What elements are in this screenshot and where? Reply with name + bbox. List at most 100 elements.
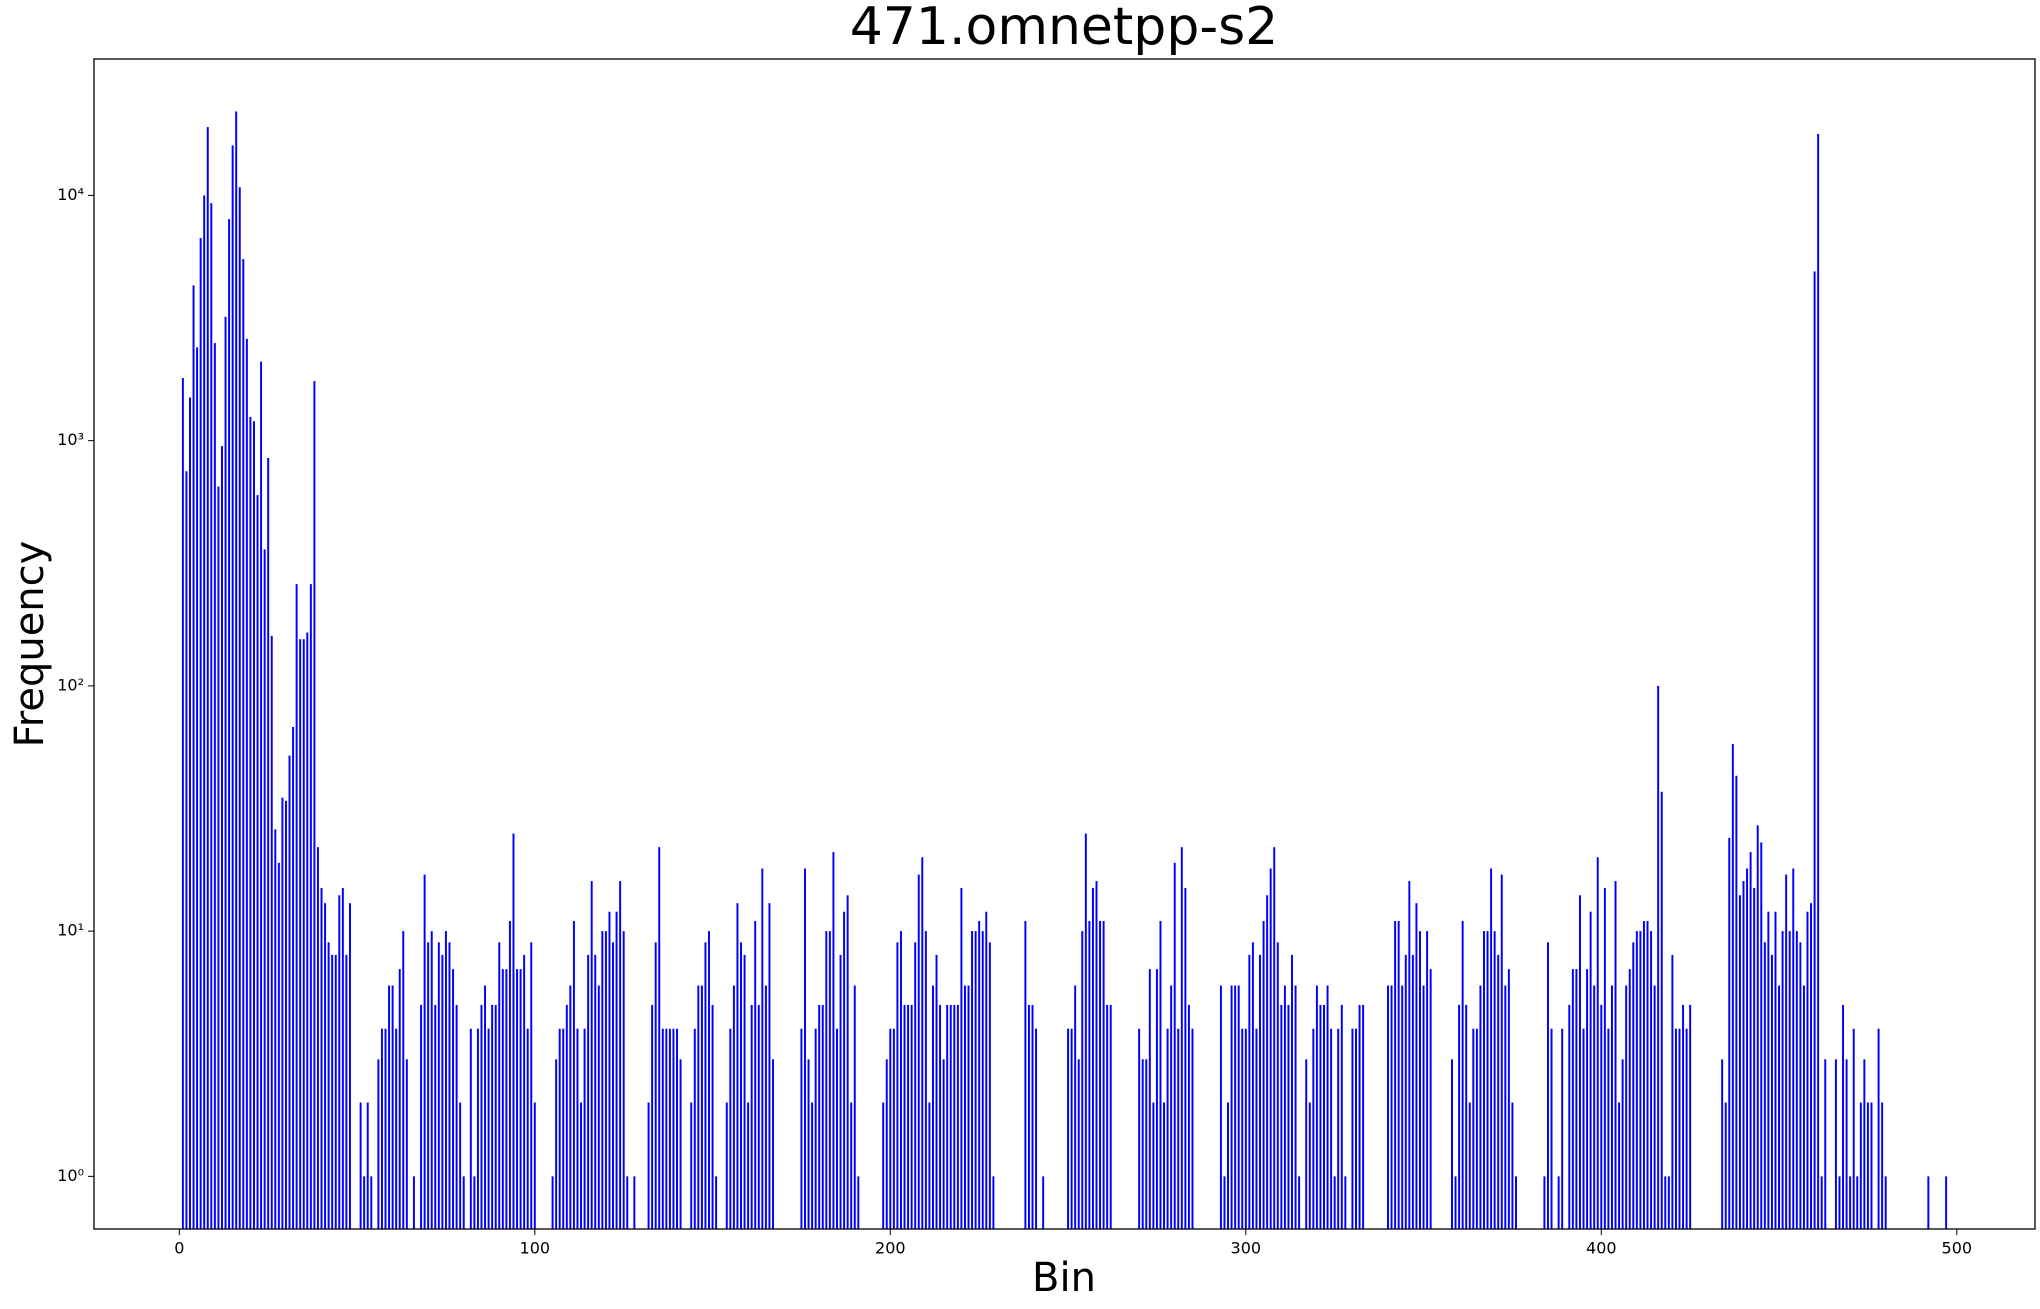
bar — [235, 111, 238, 1229]
bar — [804, 868, 806, 1229]
bar — [1635, 931, 1638, 1229]
bar — [1387, 985, 1389, 1229]
bar — [1141, 1059, 1144, 1229]
bar — [1294, 985, 1297, 1229]
bar — [1323, 1004, 1325, 1229]
bar — [612, 942, 614, 1229]
bar — [1287, 1004, 1290, 1229]
bar — [1863, 1059, 1866, 1229]
bar — [430, 931, 433, 1229]
bar — [1653, 985, 1656, 1229]
bar — [843, 911, 846, 1229]
bar — [516, 969, 519, 1229]
bar — [992, 1176, 995, 1229]
bar — [249, 416, 252, 1229]
bar — [295, 584, 298, 1229]
bar — [1561, 1028, 1564, 1229]
bar — [1422, 985, 1425, 1229]
bar — [185, 471, 188, 1229]
bar — [196, 347, 199, 1230]
bar — [949, 1004, 952, 1229]
bar — [341, 887, 344, 1229]
bar — [892, 1028, 895, 1229]
bar — [462, 1176, 465, 1229]
bar — [181, 378, 184, 1229]
bar — [608, 911, 611, 1229]
bar — [1475, 1028, 1478, 1229]
bar — [334, 954, 337, 1229]
bar — [1728, 837, 1731, 1229]
bar — [924, 931, 927, 1229]
bar — [1269, 868, 1272, 1229]
bar — [1945, 1176, 1948, 1229]
bar — [757, 1004, 760, 1229]
bar — [1817, 134, 1820, 1230]
bar — [1767, 911, 1770, 1229]
bar — [476, 1028, 479, 1229]
bar — [242, 259, 245, 1230]
bar — [288, 755, 291, 1229]
bar — [377, 1059, 380, 1229]
bar — [1834, 1059, 1837, 1229]
x-tick-label: 400 — [1586, 1239, 1617, 1258]
bar — [252, 421, 255, 1229]
bar — [199, 238, 202, 1230]
bar — [910, 1004, 913, 1229]
bar — [882, 1102, 885, 1229]
bar — [836, 1028, 838, 1229]
bar — [1760, 842, 1763, 1229]
bar — [1824, 1059, 1827, 1229]
bar — [1451, 1059, 1453, 1229]
bar — [1251, 942, 1254, 1229]
bar — [818, 1004, 821, 1229]
bar — [395, 1028, 398, 1229]
bar — [903, 1004, 906, 1229]
bar — [302, 639, 305, 1229]
bar — [1262, 920, 1265, 1229]
y-axis-label: Frequency — [7, 541, 53, 748]
bar — [1493, 931, 1496, 1229]
bar — [1678, 1028, 1681, 1229]
y-tick-label: 10⁰ — [57, 1166, 84, 1185]
bar — [1593, 985, 1596, 1229]
bar — [1408, 881, 1411, 1229]
bar — [1546, 942, 1549, 1229]
bar — [1497, 954, 1500, 1229]
bar — [981, 931, 984, 1229]
bar — [1682, 1004, 1685, 1229]
bar — [761, 868, 764, 1229]
bar — [1578, 895, 1581, 1229]
bar — [1614, 881, 1617, 1229]
bar — [192, 285, 195, 1229]
x-tick-label: 300 — [1231, 1239, 1262, 1258]
bar — [1806, 911, 1809, 1229]
bar — [1340, 1004, 1343, 1229]
y-tick-label: 10³ — [57, 430, 84, 449]
bar — [327, 942, 330, 1229]
bar — [444, 931, 447, 1229]
bar — [1308, 1102, 1311, 1229]
bar — [1856, 1176, 1859, 1229]
bar — [1610, 985, 1613, 1229]
y-tick-label: 10² — [57, 675, 84, 694]
bar — [665, 1028, 668, 1229]
x-tick-label: 0 — [174, 1239, 184, 1258]
bar — [1088, 920, 1091, 1229]
bar — [1731, 743, 1734, 1229]
bar — [558, 1028, 561, 1229]
bar — [754, 920, 757, 1229]
bar — [1411, 954, 1414, 1229]
bar — [1845, 1059, 1848, 1229]
bar — [1244, 1028, 1247, 1229]
bar — [1155, 969, 1158, 1229]
bar — [238, 187, 241, 1229]
bar — [1333, 1176, 1336, 1229]
bar — [316, 847, 319, 1229]
bar — [1152, 1102, 1155, 1229]
x-tick-label: 200 — [875, 1239, 906, 1258]
bar — [1674, 1028, 1677, 1229]
bar — [1283, 985, 1286, 1229]
bar — [1042, 1176, 1045, 1229]
bar — [412, 1176, 415, 1229]
bar — [917, 874, 920, 1229]
